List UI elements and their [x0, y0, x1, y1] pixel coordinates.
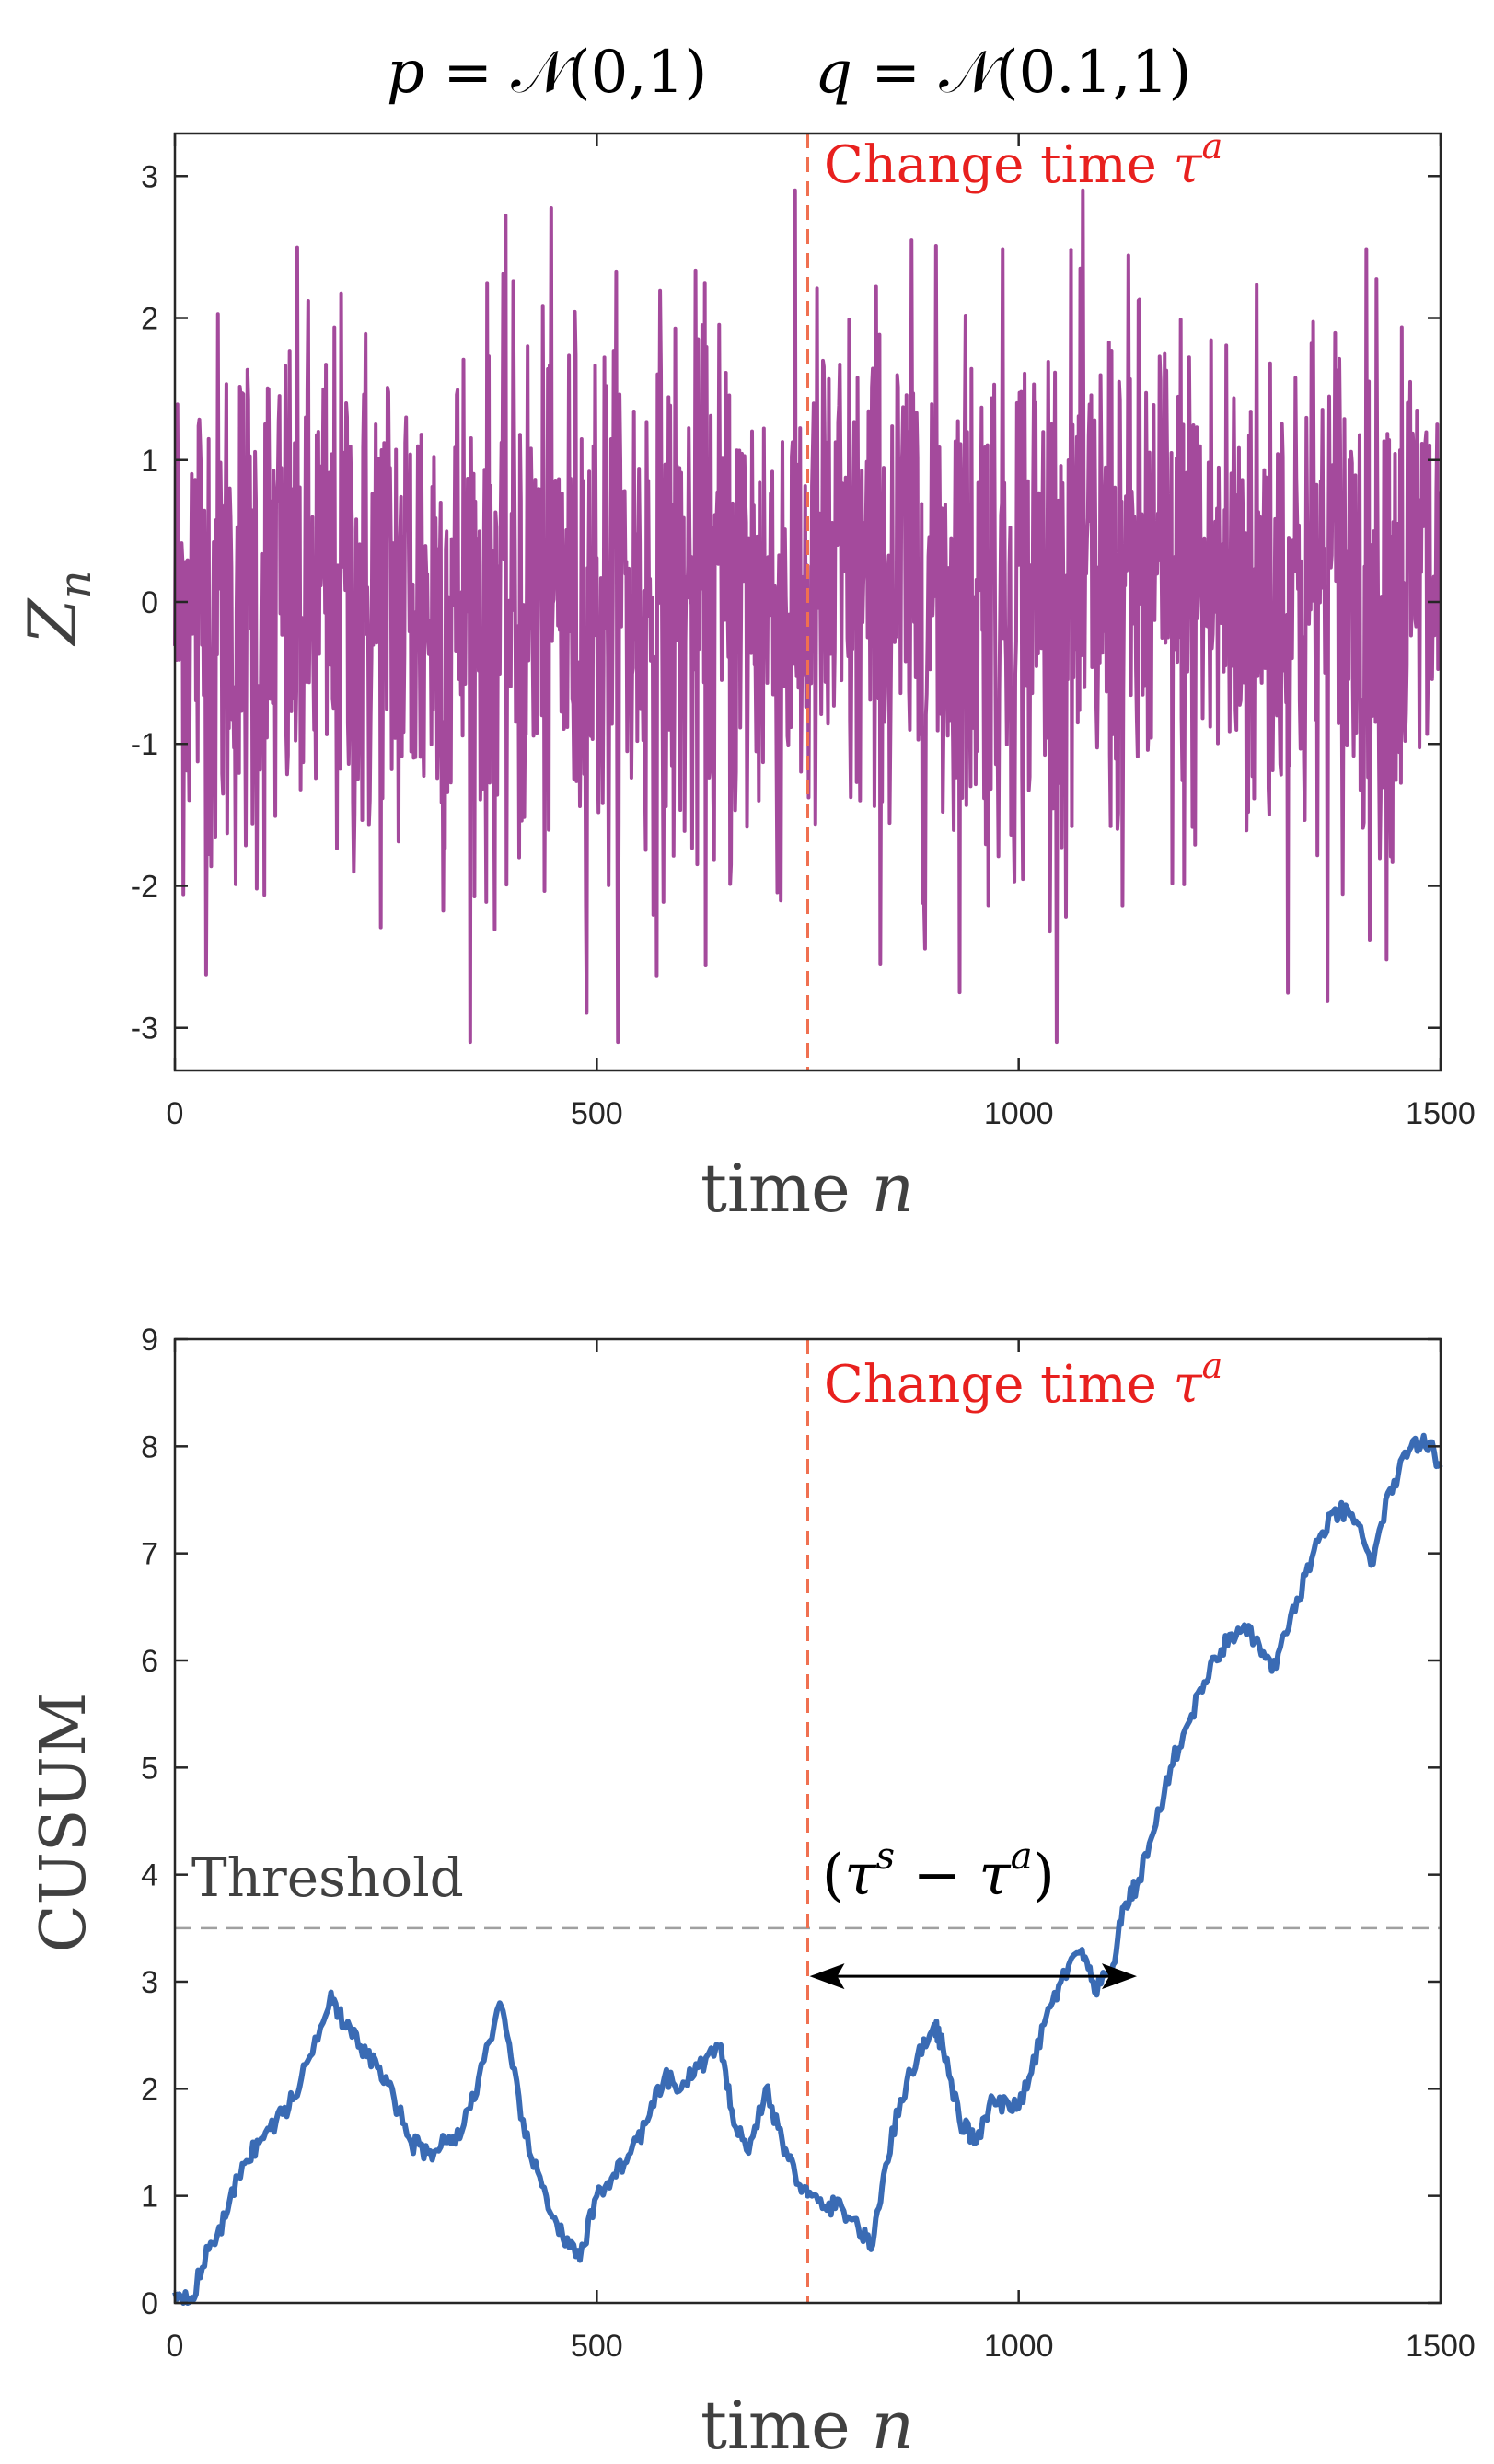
- delay-tau-s: τ: [844, 1841, 877, 1908]
- bottom-ytick-label: 9: [141, 1323, 158, 1358]
- change-label-sup-bottom: a: [1202, 1346, 1223, 1386]
- delay-arrow-right-head: [1102, 1963, 1137, 1990]
- bottom-xtick-label: 0: [167, 2329, 184, 2364]
- title-p-eq: =: [424, 39, 511, 107]
- title-q-var: q: [815, 39, 852, 107]
- bottom-ytick-label: 4: [141, 1858, 158, 1893]
- top-xtick-label: 0: [167, 1096, 184, 1131]
- plot-frame-bottom: [173, 1337, 1442, 2305]
- change-label-text-bottom: Change time: [824, 1355, 1174, 1415]
- title-q-args: (0.1,1): [996, 39, 1192, 107]
- delay-minus: −: [895, 1841, 979, 1908]
- top-ytick-label: 2: [141, 302, 158, 337]
- top-ytick-label: -1: [131, 727, 158, 762]
- change-time-label-top: Change time τa: [824, 126, 1222, 195]
- bottom-ytick-label: 8: [141, 1429, 158, 1464]
- y-label-sub-n: n: [50, 571, 101, 599]
- y-axis-label-bottom: CUSUM: [28, 1693, 100, 1953]
- y-axis-label-top: Zn: [14, 571, 101, 647]
- delay-arrow-left-head: [809, 1963, 845, 1990]
- top-ytick-label: -2: [131, 869, 158, 904]
- delay-label: (τs − τa): [822, 1835, 1055, 1908]
- plot-frame-top: [173, 132, 1442, 1072]
- bottom-xtick-label: 1000: [984, 2329, 1054, 2364]
- bottom-ytick-label: 2: [141, 2072, 158, 2107]
- x-label-time-bottom: time: [701, 2387, 872, 2464]
- figure-title-q: q = 𝒩(0.1,1): [815, 39, 1191, 107]
- top-ytick-label: -3: [131, 1012, 158, 1047]
- title-q-dist: 𝒩: [939, 39, 1003, 107]
- x-axis-label-bottom: time n: [701, 2387, 914, 2464]
- title-p-dist: 𝒩: [511, 39, 575, 107]
- change-label-tau-top: τ: [1174, 135, 1203, 195]
- change-time-label-bottom: Change time τa: [824, 1346, 1222, 1415]
- bottom-ytick-label: 1: [141, 2180, 158, 2215]
- top-ytick-label: 3: [141, 159, 158, 194]
- bottom-ytick-label: 5: [141, 1751, 158, 1786]
- x-label-n-bottom: n: [872, 2387, 914, 2464]
- change-label-sup-top: a: [1202, 126, 1223, 167]
- detection-delay-arrow: [809, 1963, 1137, 1990]
- title-p-args: (0,1): [568, 39, 708, 107]
- x-label-time-top: time: [701, 1150, 872, 1227]
- bottom-ytick-label: 7: [141, 1537, 158, 1572]
- delay-tau-a: τ: [979, 1841, 1012, 1908]
- title-q-eq: =: [852, 39, 939, 107]
- delay-close-paren: ): [1033, 1841, 1055, 1908]
- delay-sup-a: a: [1011, 1835, 1033, 1878]
- change-label-text-top: Change time: [824, 135, 1174, 195]
- top-xtick-label: 1500: [1406, 1096, 1476, 1131]
- x-axis-label-top: time n: [701, 1150, 914, 1227]
- observations-panel: -3 -2 -1 0 1 2 3 0 500 1000 1500 Change time τa Z…: [14, 126, 1476, 1227]
- top-ytick-label: 1: [141, 444, 158, 479]
- threshold-label: Threshold: [191, 1846, 464, 1909]
- figure-title: p = 𝒩(0,1): [387, 39, 707, 107]
- top-ytick-label: 0: [141, 585, 158, 620]
- top-xtick-label: 500: [571, 1096, 623, 1131]
- bottom-xtick-label: 1500: [1406, 2329, 1476, 2364]
- bottom-ytick-label: 6: [141, 1644, 158, 1679]
- y-label-z: Z: [14, 596, 91, 646]
- delay-open-paren: (: [822, 1841, 844, 1908]
- change-label-tau-bottom: τ: [1174, 1355, 1203, 1415]
- bottom-xtick-label: 500: [571, 2329, 623, 2364]
- top-xtick-label: 1000: [984, 1096, 1054, 1131]
- bottom-ytick-label: 0: [141, 2286, 158, 2321]
- bottom-ytick-label: 3: [141, 1965, 158, 2000]
- delay-sup-s: s: [876, 1835, 896, 1878]
- x-label-n-top: n: [872, 1150, 914, 1227]
- title-p-var: p: [387, 39, 424, 107]
- cusum-series-line: [172, 1432, 1443, 2306]
